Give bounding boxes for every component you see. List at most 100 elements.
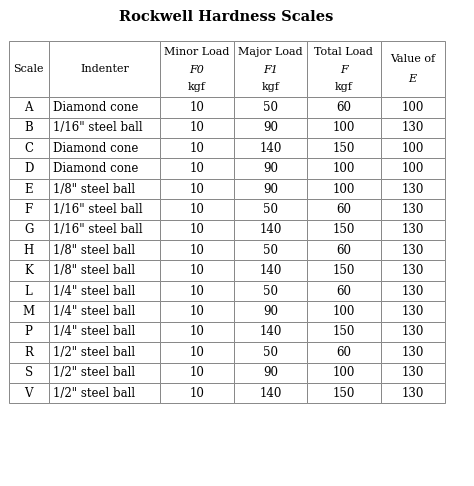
Text: 50: 50 xyxy=(263,244,278,257)
Bar xyxy=(234,260,307,281)
Bar xyxy=(49,179,160,199)
Bar xyxy=(234,199,307,220)
Bar xyxy=(381,118,445,138)
Bar xyxy=(49,199,160,220)
Text: 1/8" steel ball: 1/8" steel ball xyxy=(53,264,135,277)
Bar xyxy=(307,97,381,118)
Text: 10: 10 xyxy=(190,203,204,216)
Bar xyxy=(234,281,307,301)
Bar xyxy=(381,240,445,260)
Bar xyxy=(160,383,234,403)
Bar xyxy=(234,240,307,260)
Text: 10: 10 xyxy=(190,326,204,338)
Bar xyxy=(160,301,234,322)
Text: 100: 100 xyxy=(333,122,355,134)
Text: 90: 90 xyxy=(263,305,278,318)
Text: Minor Load: Minor Load xyxy=(164,48,229,57)
Text: 1/2" steel ball: 1/2" steel ball xyxy=(53,366,135,379)
Text: 10: 10 xyxy=(190,183,204,195)
Bar xyxy=(160,41,234,97)
Text: 10: 10 xyxy=(190,142,204,155)
Text: S: S xyxy=(25,366,33,379)
Bar xyxy=(160,220,234,240)
Text: 150: 150 xyxy=(333,326,355,338)
Text: kgf: kgf xyxy=(335,82,353,92)
Text: R: R xyxy=(24,346,33,359)
Text: 100: 100 xyxy=(333,183,355,195)
Bar xyxy=(9,260,49,281)
Text: 130: 130 xyxy=(401,203,424,216)
Bar xyxy=(381,260,445,281)
Bar xyxy=(234,220,307,240)
Bar xyxy=(49,301,160,322)
Text: 140: 140 xyxy=(259,387,282,399)
Bar xyxy=(160,118,234,138)
Text: L: L xyxy=(25,285,33,297)
Bar xyxy=(49,363,160,383)
Text: 60: 60 xyxy=(337,203,351,216)
Text: 60: 60 xyxy=(337,285,351,297)
Text: 140: 140 xyxy=(259,142,282,155)
Text: 10: 10 xyxy=(190,264,204,277)
Bar xyxy=(381,41,445,97)
Bar xyxy=(9,138,49,158)
Bar xyxy=(160,363,234,383)
Bar xyxy=(160,281,234,301)
Bar xyxy=(9,281,49,301)
Text: 10: 10 xyxy=(190,224,204,236)
Text: 1/16" steel ball: 1/16" steel ball xyxy=(53,122,142,134)
Bar xyxy=(234,118,307,138)
Text: V: V xyxy=(25,387,33,399)
Bar xyxy=(49,281,160,301)
Bar xyxy=(234,322,307,342)
Text: 1/16" steel ball: 1/16" steel ball xyxy=(53,203,142,216)
Text: E: E xyxy=(409,74,417,84)
Bar xyxy=(381,301,445,322)
Bar xyxy=(381,220,445,240)
Text: 1/2" steel ball: 1/2" steel ball xyxy=(53,346,135,359)
Bar xyxy=(307,199,381,220)
Text: 50: 50 xyxy=(263,101,278,114)
Bar xyxy=(9,118,49,138)
Bar xyxy=(160,260,234,281)
Bar xyxy=(234,179,307,199)
Bar xyxy=(307,158,381,179)
Text: 140: 140 xyxy=(259,224,282,236)
Text: Major Load: Major Load xyxy=(238,48,303,57)
Bar xyxy=(234,158,307,179)
Bar xyxy=(381,179,445,199)
Text: 10: 10 xyxy=(190,346,204,359)
Bar xyxy=(381,383,445,403)
Bar xyxy=(9,199,49,220)
Bar xyxy=(49,260,160,281)
Text: 90: 90 xyxy=(263,122,278,134)
Bar xyxy=(160,322,234,342)
Text: D: D xyxy=(24,162,33,175)
Bar xyxy=(160,240,234,260)
Bar xyxy=(307,260,381,281)
Text: 10: 10 xyxy=(190,387,204,399)
Text: 10: 10 xyxy=(190,244,204,257)
Bar xyxy=(49,138,160,158)
Bar xyxy=(49,41,160,97)
Text: 130: 130 xyxy=(401,122,424,134)
Text: 90: 90 xyxy=(263,366,278,379)
Text: 10: 10 xyxy=(190,366,204,379)
Bar xyxy=(49,322,160,342)
Bar xyxy=(307,240,381,260)
Text: 130: 130 xyxy=(401,264,424,277)
Text: P: P xyxy=(25,326,33,338)
Bar xyxy=(307,179,381,199)
Text: 130: 130 xyxy=(401,326,424,338)
Bar xyxy=(9,179,49,199)
Text: 60: 60 xyxy=(337,346,351,359)
Bar xyxy=(9,41,49,97)
Text: F: F xyxy=(25,203,33,216)
Text: 50: 50 xyxy=(263,203,278,216)
Text: 100: 100 xyxy=(333,305,355,318)
Bar xyxy=(381,97,445,118)
Text: 60: 60 xyxy=(337,101,351,114)
Text: K: K xyxy=(24,264,33,277)
Bar xyxy=(234,41,307,97)
Bar xyxy=(307,281,381,301)
